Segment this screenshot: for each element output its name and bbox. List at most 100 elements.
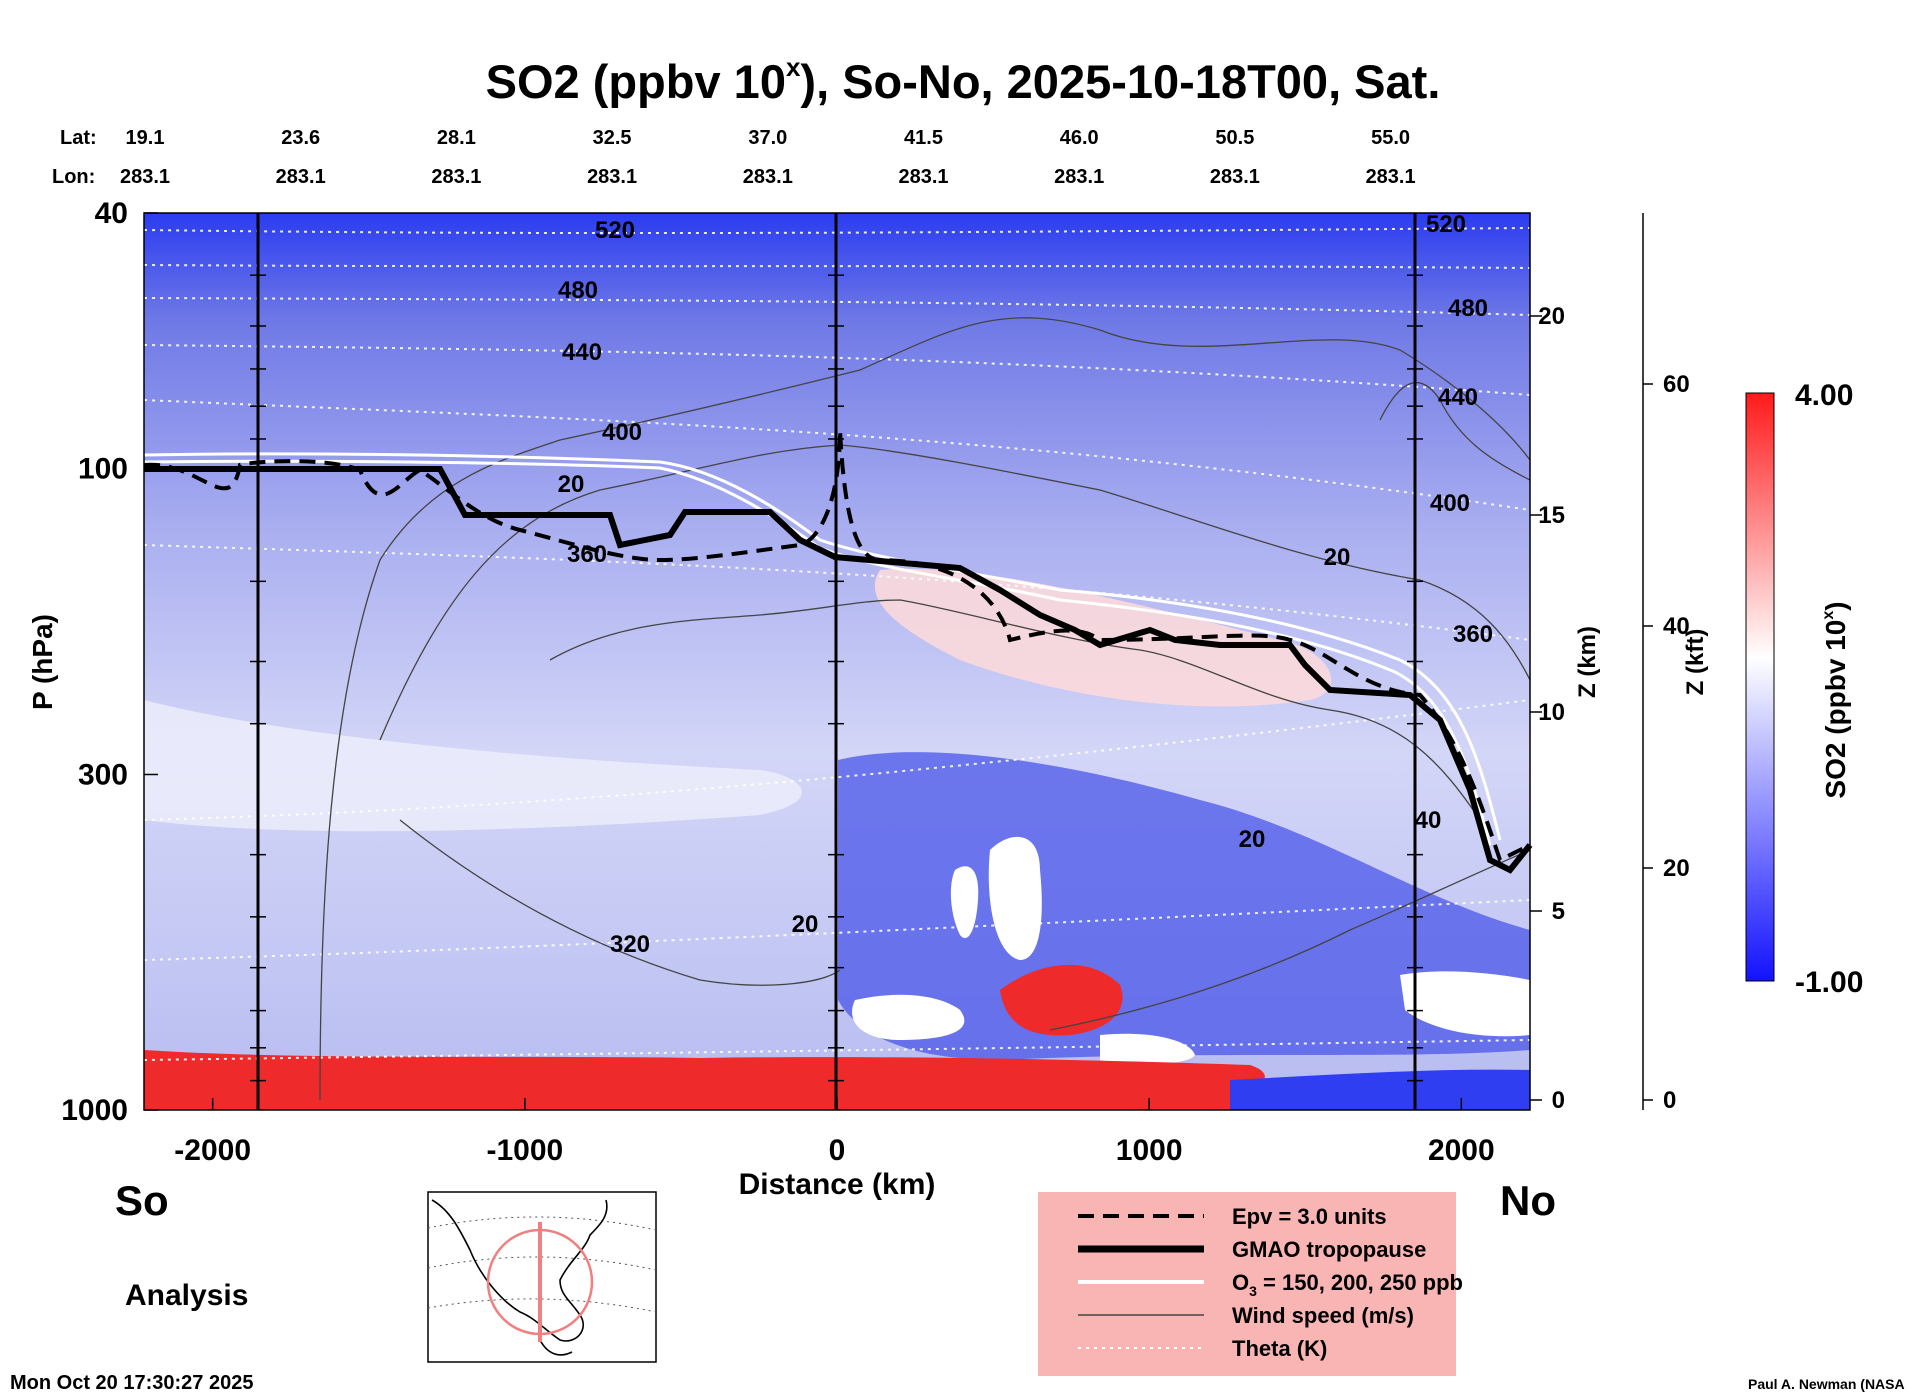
colorbar-max-label: 4.00 xyxy=(1795,379,1853,412)
lat-label: Lat: xyxy=(60,127,97,149)
x-tick-label: 1000 xyxy=(1116,1134,1183,1167)
theta-label: 360 xyxy=(567,541,607,568)
wind-contour xyxy=(379,444,1530,741)
theta-label: 520 xyxy=(595,217,635,244)
credit: Paul A. Newman (NASA xyxy=(1748,1376,1905,1392)
theta-line xyxy=(144,227,1530,235)
lon-values: 283.1 283.1 283.1 283.1 283.1 283.1 283.1 283.1… xyxy=(120,166,1416,188)
lat-value: 32.5 xyxy=(593,127,632,149)
z-km-tick-label: 5 xyxy=(1552,898,1565,925)
theta-label: 480 xyxy=(558,277,598,304)
theta-label: 440 xyxy=(562,339,602,366)
lon-value: 283.1 xyxy=(1366,166,1416,188)
legend-label: GMAO tropopause xyxy=(1232,1237,1426,1262)
wind-speed-label: 20 xyxy=(792,911,819,938)
legend-label: Theta (K) xyxy=(1232,1336,1327,1361)
near-zero-region-mid xyxy=(144,700,802,832)
coastline xyxy=(431,1199,608,1356)
legend: Epv = 3.0 units GMAO tropopause O3 = 150, … xyxy=(1078,1204,1463,1361)
analysis-label: Analysis xyxy=(125,1279,248,1312)
lon-label: Lon: xyxy=(52,166,95,188)
lon-value: 283.1 xyxy=(898,166,948,188)
wind-speed-label: 20 xyxy=(558,471,585,498)
lat-value: 55.0 xyxy=(1371,127,1410,149)
wind-contour xyxy=(1049,849,1530,1031)
colorbar xyxy=(1745,392,1775,982)
gmao-tropopause-line xyxy=(144,466,1533,874)
y-tick-label: 300 xyxy=(78,758,128,791)
north-end-label: No xyxy=(1500,1177,1556,1224)
latitude-grid xyxy=(427,1216,657,1313)
x-tick-label: 2000 xyxy=(1428,1134,1495,1167)
theta-label: 400 xyxy=(1430,490,1470,517)
negative-so2-region-surface xyxy=(1230,1069,1530,1110)
positive-so2-region-lower xyxy=(1000,964,1123,1036)
z-kft-axis-label: Z (kft) xyxy=(1682,629,1709,696)
wind-contour xyxy=(1379,382,1530,481)
lon-value: 283.1 xyxy=(587,166,637,188)
theta-label: 320 xyxy=(610,931,650,958)
y-tick-label: 100 xyxy=(78,452,128,485)
z-km-tick-label: 15 xyxy=(1538,502,1565,529)
theta-line xyxy=(144,297,1530,316)
wind-speed-contours xyxy=(319,317,1530,1101)
z-kft-tick-label: 0 xyxy=(1663,1087,1676,1114)
epv-line xyxy=(143,429,1531,863)
theta-line xyxy=(144,344,1530,396)
chart-title: SO2 (ppbv 10x), So-No, 2025-10-18T00, Sa… xyxy=(486,52,1441,108)
x-axis: -2000 -1000 0 1000 2000 xyxy=(174,1098,1495,1167)
theta-label: 400 xyxy=(602,419,642,446)
wind-speed-label: 40 xyxy=(1415,807,1442,834)
timestamp: Mon Oct 20 17:30:27 2025 xyxy=(10,1372,253,1394)
lat-value: 28.1 xyxy=(437,127,476,149)
x-tick-label: -1000 xyxy=(486,1134,563,1167)
x-tick-label: -2000 xyxy=(174,1134,251,1167)
lon-value: 283.1 xyxy=(1210,166,1260,188)
theta-label: 360 xyxy=(1453,621,1493,648)
wind-speed-label: 20 xyxy=(1239,826,1266,853)
z-kft-tick-label: 60 xyxy=(1663,371,1690,398)
below-scale-patch-4 xyxy=(1100,1033,1195,1065)
x-axis-label: Distance (km) xyxy=(739,1168,936,1201)
theta-line xyxy=(144,899,1530,961)
theta-label: 520 xyxy=(1426,211,1466,238)
lon-value: 283.1 xyxy=(1054,166,1104,188)
south-end-label: So xyxy=(115,1177,169,1224)
colorbar-label: SO2 (ppbv 10x) xyxy=(1820,601,1851,798)
below-scale-patch-1 xyxy=(988,836,1042,960)
lon-value: 283.1 xyxy=(431,166,481,188)
z-km-axis-label: Z (km) xyxy=(1574,626,1601,698)
lat-value: 19.1 xyxy=(126,127,165,149)
z-km-tick-label: 10 xyxy=(1538,699,1565,726)
y-tick-label: 40 xyxy=(95,197,128,230)
theta-line xyxy=(144,399,1530,511)
lon-value: 283.1 xyxy=(120,166,170,188)
x-tick-label: 0 xyxy=(829,1134,846,1167)
theta-label: 440 xyxy=(1438,384,1478,411)
wind-contour xyxy=(399,819,841,986)
theta-label: 480 xyxy=(1448,295,1488,322)
legend-label: Wind speed (m/s) xyxy=(1232,1303,1414,1328)
positive-so2-boundary-layer xyxy=(144,1050,1265,1110)
o3-line xyxy=(144,459,1492,846)
theta-line xyxy=(144,544,1530,641)
z-km-axis: 0 5 10 15 20 xyxy=(1530,303,1565,1114)
wind-contour xyxy=(549,599,1481,821)
theta-labels: 520 480 440 400 360 320 520 480 440 400 360 xyxy=(558,211,1493,958)
inset-map xyxy=(427,1191,657,1363)
lat-value: 46.0 xyxy=(1060,127,1099,149)
colorbar-min-label: -1.00 xyxy=(1795,966,1863,999)
y-axis: 40 100 300 1000 xyxy=(61,197,1423,1127)
y-axis-label: P (hPa) xyxy=(27,614,58,710)
theta-line xyxy=(144,699,1530,821)
lon-value: 283.1 xyxy=(743,166,793,188)
below-scale-patch-5 xyxy=(1400,971,1530,1037)
lat-values: 19.1 23.6 28.1 32.5 37.0 41.5 46.0 50.5 55.0 xyxy=(126,127,1411,149)
lat-value: 50.5 xyxy=(1215,127,1254,149)
lat-value: 37.0 xyxy=(748,127,787,149)
z-kft-tick-label: 40 xyxy=(1663,613,1690,640)
z-km-tick-label: 0 xyxy=(1552,1087,1565,1114)
theta-line xyxy=(144,264,1530,269)
legend-label: Epv = 3.0 units xyxy=(1232,1204,1387,1229)
